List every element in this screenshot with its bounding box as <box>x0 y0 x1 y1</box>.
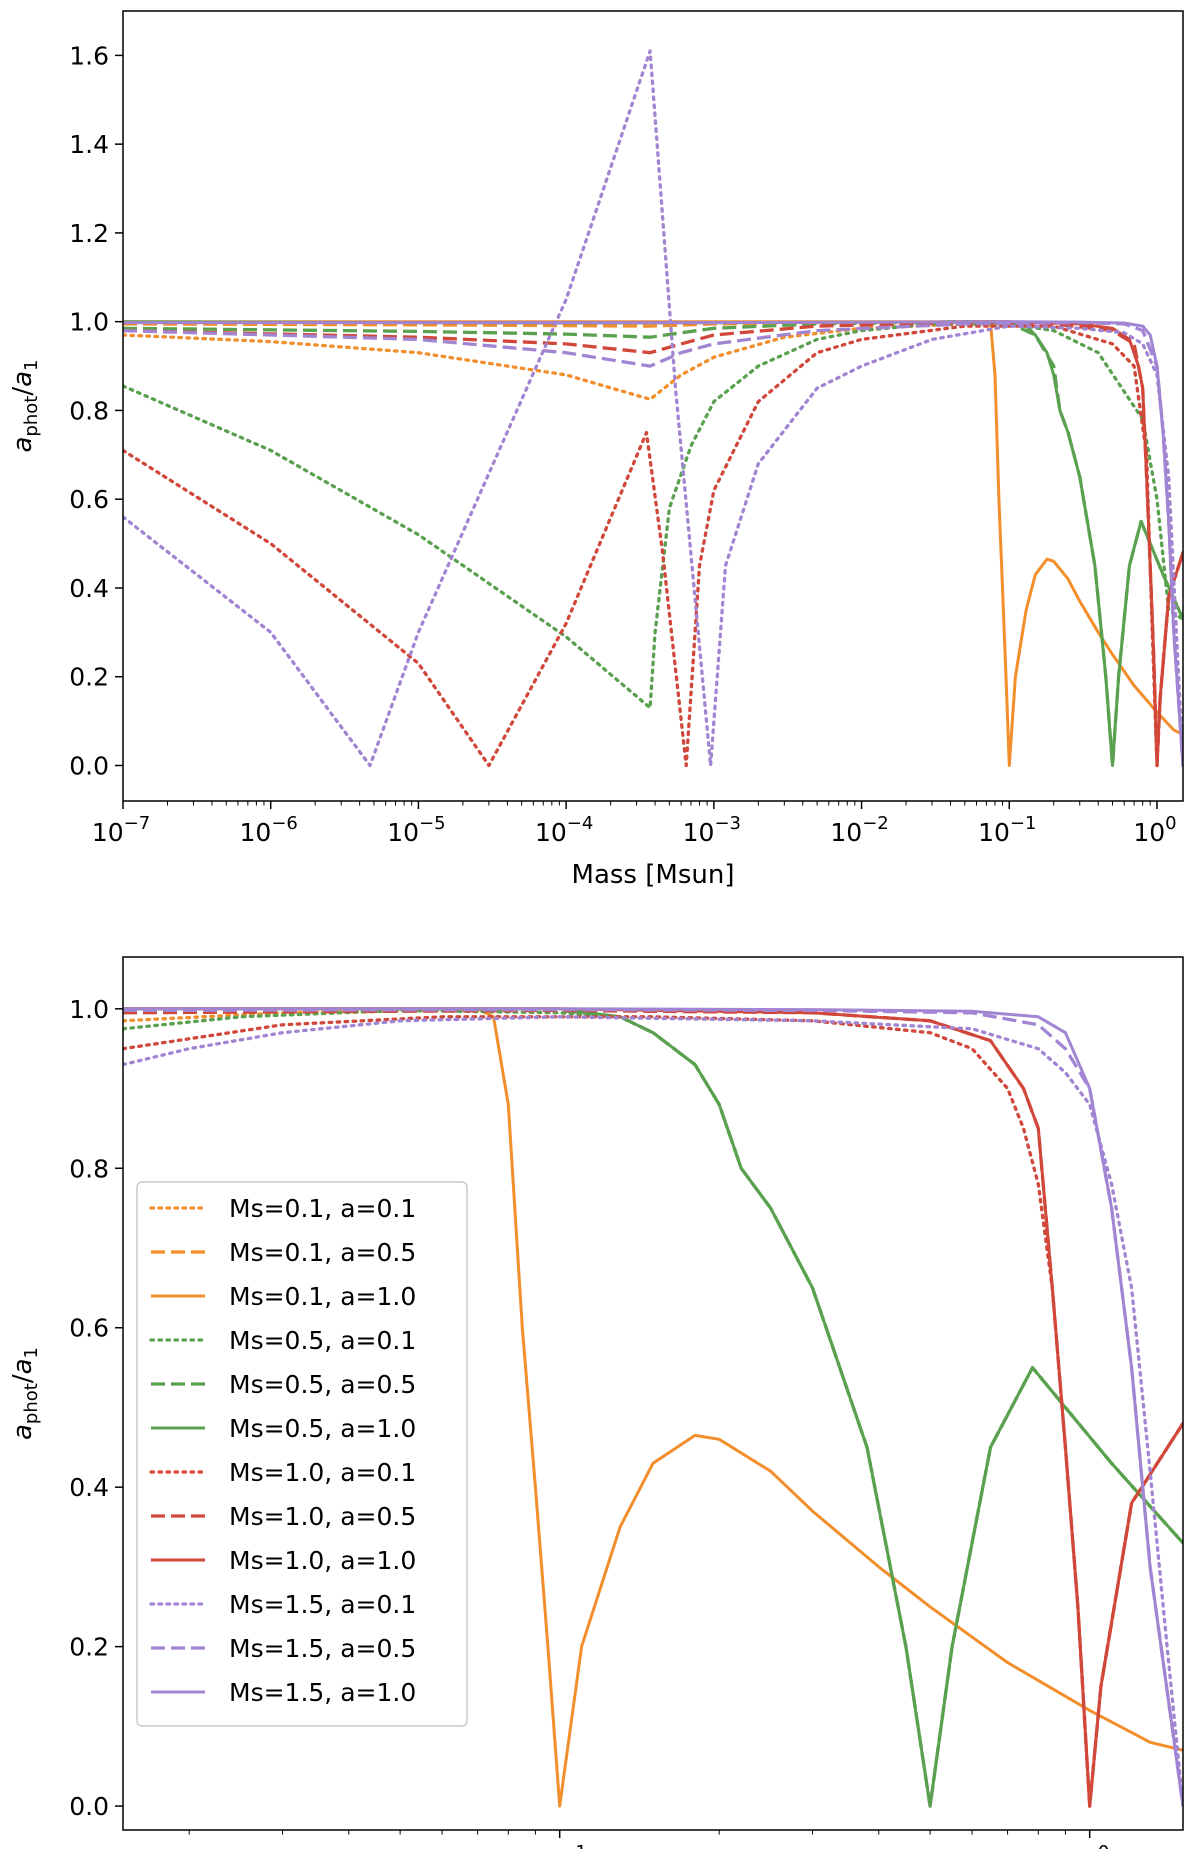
axes-frame <box>122 956 1184 1831</box>
legend-label-ms-1-0-a-1-0: Ms=1.0, a=1.0 <box>229 1546 416 1575</box>
series-line-ms-0-5-a-0-5 <box>123 320 1183 768</box>
legend-label-ms-0-5-a-0-1: Ms=0.5, a=0.1 <box>229 1326 416 1355</box>
y-tick-label: 0.2 <box>69 663 109 692</box>
y-tick-label: 0.0 <box>69 1792 109 1821</box>
legend-label-ms-0-5-a-0-5: Ms=0.5, a=0.5 <box>229 1370 416 1399</box>
series-line-ms-1-0-a-1-0 <box>123 1007 1183 1808</box>
y-tick-label: 0.8 <box>69 396 109 425</box>
y-axis-title: aphot/a1 <box>8 1347 42 1440</box>
top-panel: 0.0 0.2 0.4 0.6 0.8 1.0 1.2 1.4 1.6 10−7 10−6 10−5 1… <box>8 10 1184 890</box>
y-tick-label: 0.4 <box>69 1473 109 1502</box>
x-tick-label: 10−5 <box>387 813 445 847</box>
series-line-ms-0-5-a-1-0 <box>123 1007 1183 1808</box>
series-line-ms-1-5-a-1-0 <box>123 320 1183 766</box>
legend-label-ms-1-5-a-1-0: Ms=1.5, a=1.0 <box>229 1678 416 1707</box>
x-tick-label: 10−2 <box>830 813 888 847</box>
series-line-ms-1-5-a-0-1 <box>123 49 1183 768</box>
x-tick-label: 10−1 <box>978 813 1036 847</box>
y-tick-label: 1.0 <box>69 995 109 1024</box>
y-tick-label: 0.6 <box>69 1314 109 1343</box>
legend-label-ms-1-5-a-0-1: Ms=1.5, a=0.1 <box>229 1590 416 1619</box>
plot-lines <box>123 1007 1183 1808</box>
legend-label-ms-0-5-a-1-0: Ms=0.5, a=1.0 <box>229 1414 416 1443</box>
x-axis-title: Mass [Msun] <box>572 860 735 890</box>
y-tick-label: 1.0 <box>69 308 109 337</box>
x-tick-label: 10−4 <box>535 813 593 847</box>
y-tick-label: 0.4 <box>69 574 109 603</box>
legend-label-ms-1-5-a-0-5: Ms=1.5, a=0.5 <box>229 1634 416 1663</box>
y-tick-label: 1.2 <box>69 219 109 248</box>
y-tick-label: 1.4 <box>69 130 109 159</box>
series-line-ms-0-5-a-0-1 <box>123 322 1183 710</box>
legend-label-ms-1-0-a-0-5: Ms=1.0, a=0.5 <box>229 1502 416 1531</box>
series-line-ms-0-5-a-1-0 <box>123 320 1183 767</box>
y-tick-label: 0.2 <box>69 1633 109 1662</box>
legend-label-ms-1-0-a-0-1: Ms=1.0, a=0.1 <box>229 1458 416 1487</box>
plot-lines <box>123 49 1183 768</box>
x-tick-label: 100 <box>1066 1842 1109 1849</box>
series-line-ms-1-0-a-0-5 <box>123 320 1183 768</box>
legend-label-ms-0-1-a-0-1: Ms=0.1, a=0.1 <box>229 1194 416 1223</box>
x-tick-label: 10−3 <box>683 813 741 847</box>
series-line-ms-0-1-a-1-0 <box>123 1007 1183 1808</box>
series-line-ms-1-5-a-0-5 <box>123 320 1183 766</box>
y-tick-label: 0.8 <box>69 1154 109 1183</box>
series-line-ms-1-5-a-1-0 <box>123 1007 1183 1807</box>
x-tick-label: 10−7 <box>92 813 150 847</box>
legend: Ms=0.1, a=0.1 Ms=0.1, a=0.5 Ms=0.1, a=1.0 M… <box>136 1181 468 1727</box>
x-tick-label: 10−1 <box>528 1842 586 1849</box>
series-line-ms-0-1-a-1-0 <box>123 320 1183 767</box>
axes-frame <box>122 10 1184 802</box>
series-line-ms-1-0-a-0-1 <box>123 324 1183 768</box>
y-axis-title: aphot/a1 <box>8 360 42 453</box>
series-line-ms-1-0-a-1-0 <box>123 320 1183 767</box>
y-tick-label: 1.6 <box>69 41 109 70</box>
x-tick-label: 100 <box>1133 813 1176 847</box>
legend-label-ms-0-1-a-1-0: Ms=0.1, a=1.0 <box>229 1282 416 1311</box>
series-line-ms-1-5-a-0-1 <box>123 1015 1183 1808</box>
legend-box <box>136 1181 468 1727</box>
y-tick-label: 0.0 <box>69 751 109 780</box>
x-tick-label: 10−6 <box>240 813 298 847</box>
legend-label-ms-0-1-a-0-5: Ms=0.1, a=0.5 <box>229 1238 416 1267</box>
y-tick-label: 0.6 <box>69 485 109 514</box>
